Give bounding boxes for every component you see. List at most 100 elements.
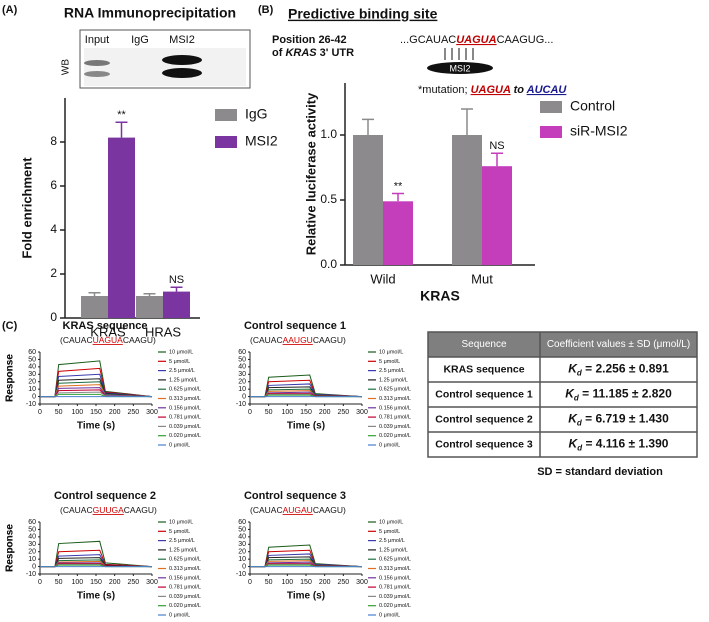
legend-label: 0.020 μmol/L (379, 433, 411, 439)
y-tick-label: 20 (238, 549, 246, 556)
legend-label: 0.313 μmol/L (169, 566, 201, 572)
y-axis-label: Response (5, 354, 16, 402)
y-tick-label: 10 (28, 556, 36, 563)
kd-symbol: K (568, 362, 578, 376)
bar (136, 296, 163, 318)
chart-subtitle-part: (CAUAC (250, 505, 283, 515)
legend-label: 2.5 μmol/L (379, 538, 405, 544)
table-cell: Kd = 6.719 ± 1.430 (568, 412, 669, 428)
kd-value: = 2.256 ± 0.891 (582, 362, 669, 376)
kd-symbol: K (569, 437, 579, 451)
y-axis-label: Response (5, 524, 16, 572)
legend-label: 0.020 μmol/L (379, 603, 411, 609)
legend-label: 0.625 μmol/L (169, 557, 201, 563)
x-tick-label: 300 (146, 409, 158, 416)
x-tick-label: Wild (370, 271, 395, 286)
y-tick-label: 20 (238, 379, 246, 386)
legend-swatch (215, 109, 237, 121)
table-header-bg (428, 332, 697, 357)
error-bar (115, 121, 128, 138)
y-tick-label: 4 (50, 222, 57, 236)
chart-title: Control sequence 1 (244, 320, 346, 332)
panel-label: (C) (2, 320, 18, 332)
legend-label: 0.156 μmol/L (379, 575, 411, 581)
y-tick-label: 40 (28, 364, 36, 371)
sequence-part: CAAGUG... (497, 34, 554, 46)
y-tick-label: 20 (28, 379, 36, 386)
legend-label: 0 μmol/L (169, 612, 190, 618)
x-tick-label: HRAS (145, 324, 181, 339)
x-axis-label: Time (s) (287, 591, 325, 602)
bar (108, 137, 135, 318)
x-tick-label: 50 (55, 579, 63, 586)
y-tick-label: 60 (28, 519, 36, 526)
legend-label: 0.781 μmol/L (169, 415, 201, 421)
y-axis-label: Fold enrichment (19, 157, 34, 259)
legend-label: 10 μmol/L (379, 519, 403, 525)
legend-swatch (540, 126, 562, 138)
y-tick-label: 30 (238, 541, 246, 548)
bar (482, 166, 512, 265)
x-tick-label: 150 (90, 579, 102, 586)
legend-label: 1.25 μmol/L (169, 377, 198, 383)
kd-subscript: d (577, 444, 583, 453)
y-tick-label: 60 (238, 519, 246, 526)
legend-label: 0.156 μmol/L (169, 405, 201, 411)
wb-band (162, 55, 202, 65)
x-tick-label: 50 (55, 409, 63, 416)
bar (81, 296, 108, 318)
mutation-note-part: *mutation; (418, 84, 471, 96)
significance: NS (169, 274, 184, 286)
x-axis-label: Time (s) (287, 421, 325, 432)
y-tick-label: 50 (238, 356, 246, 363)
legend-label: 0 μmol/L (379, 612, 400, 618)
y-tick-label: 40 (28, 534, 36, 541)
chart-subtitle-part: CAAGU) (313, 335, 346, 345)
y-tick-label: 0 (32, 563, 36, 570)
sequence-part: ...GCAUAC (400, 34, 456, 46)
x-tick-label: 300 (356, 409, 368, 416)
y-tick-label: 0 (242, 393, 246, 400)
panel-label: (A) (2, 4, 18, 16)
chart-subtitle-part: CAAGU) (123, 335, 156, 345)
legend-label: 1.25 μmol/L (379, 377, 408, 383)
y-tick-label: 6 (50, 178, 57, 192)
chart-subtitle-part: (CAUAC (60, 335, 93, 345)
x-tick-label: 0 (38, 579, 42, 586)
chart-subtitle: (CAUACGUUGACAAGU) (60, 505, 157, 515)
x-tick-label: 150 (300, 579, 312, 586)
legend-label: 0 μmol/L (379, 442, 400, 448)
wb-band (162, 68, 202, 78)
y-tick-label: 30 (28, 371, 36, 378)
y-axis-label: Response (5, 524, 16, 572)
error-bar (392, 192, 404, 202)
legend-label: 0.781 μmol/L (379, 415, 411, 421)
kd-subscript: d (574, 394, 580, 403)
legend-label: 0.313 μmol/L (169, 396, 201, 402)
position-text-part: 3' UTR (317, 47, 355, 59)
x-tick-label: 150 (300, 409, 312, 416)
chart-title: KRAS sequence (63, 320, 148, 332)
legend-swatch (540, 101, 562, 113)
kd-value: = 6.719 ± 1.430 (582, 412, 669, 426)
y-tick-label: -10 (236, 571, 246, 578)
x-tick-label: 300 (356, 579, 368, 586)
chart-subtitle: (CAUACAAUGUCAAGU) (250, 335, 346, 345)
position-text-part: KRAS (285, 47, 317, 59)
mutation-note-part: AUCAU (526, 84, 568, 96)
mutation-note: *mutation; UAGUA to AUCAU (418, 84, 567, 96)
legend-label: 0.313 μmol/L (379, 396, 411, 402)
legend-label: Control (570, 98, 615, 114)
table-border (427, 331, 698, 458)
chart-subtitle-part: CAAGU) (124, 505, 157, 515)
significance: ** (117, 109, 126, 121)
legend-label: 10 μmol/L (169, 349, 193, 355)
chart-title: RNA Immunoprecipitation (64, 5, 236, 21)
x-axis-label: KRAS (420, 288, 460, 304)
wb-lane-label: Input (85, 34, 109, 46)
x-tick-label: 250 (337, 409, 349, 416)
x-tick-label: 50 (265, 409, 273, 416)
bar (353, 135, 383, 265)
error-bar (362, 118, 374, 135)
table-footnote: SD = standard deviation (537, 466, 663, 478)
